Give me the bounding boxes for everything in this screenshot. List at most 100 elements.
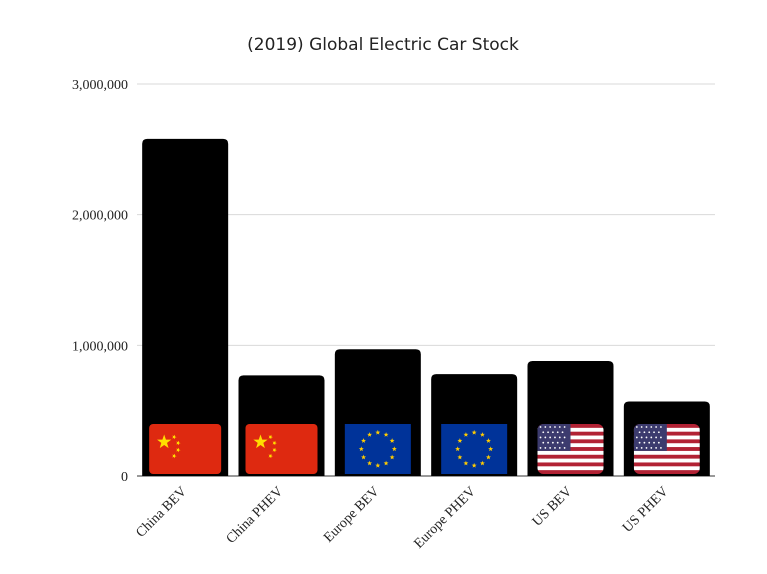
us-flag-star xyxy=(558,447,561,449)
us-flag-canton xyxy=(537,424,571,451)
us-flag-star xyxy=(563,436,566,439)
us-flag-star xyxy=(645,436,648,439)
us-flag-star xyxy=(657,431,660,434)
bar xyxy=(142,138,229,476)
eu-flag-star xyxy=(383,432,389,437)
us-flag-star xyxy=(551,441,554,444)
y-tick-label: 0 xyxy=(121,470,128,485)
us-flag-star xyxy=(635,426,638,428)
us-flag-star xyxy=(547,431,549,434)
us-flag-stripe xyxy=(633,458,700,463)
us-flag-star xyxy=(640,426,643,428)
us-flag-star xyxy=(563,447,566,449)
us-flag-star xyxy=(645,447,648,449)
x-tick-label: US PHEV xyxy=(620,484,672,536)
us-flag-star xyxy=(635,436,638,439)
y-tick-label: 3,000,000 xyxy=(72,78,128,93)
bar-group xyxy=(623,401,710,476)
us-flag-star xyxy=(542,431,545,434)
us-flag-star xyxy=(539,436,542,439)
china-flag-icon xyxy=(245,424,318,474)
bar-group xyxy=(527,361,614,476)
us-flag-star xyxy=(640,447,643,449)
us-flag-star xyxy=(655,436,658,439)
us-flag-star xyxy=(640,436,643,439)
china-flag-star xyxy=(253,434,268,449)
bars xyxy=(142,138,710,476)
us-flag-star xyxy=(648,431,651,434)
china-flag-icon xyxy=(149,424,222,474)
us-flag-star xyxy=(558,426,561,428)
china-flag-small-star xyxy=(272,447,277,453)
us-flag-star xyxy=(547,441,549,444)
china-flag-field xyxy=(149,424,222,474)
y-tick-label: 1,000,000 xyxy=(72,339,128,354)
us-flag-star xyxy=(635,447,638,449)
us-flag-star xyxy=(648,441,651,444)
eu-flag-star xyxy=(488,446,494,452)
china-flag-small-star xyxy=(172,453,177,459)
us-flag-star xyxy=(653,441,655,444)
us-flag-body xyxy=(537,424,604,474)
us-flag-star xyxy=(660,447,662,449)
us-flag-icon xyxy=(633,424,700,474)
eu-flag-star xyxy=(471,462,477,468)
x-axis-ticks: China BEV China PHEV Europe BEV Europe PHEV… xyxy=(133,484,671,552)
us-flag-star xyxy=(650,447,653,449)
china-flag-small-star xyxy=(176,447,181,453)
us-flag-star xyxy=(542,441,545,444)
y-axis-ticks: 0 1,000,000 2,000,000 3,000,000 xyxy=(72,78,128,485)
eu-flag-icon xyxy=(344,424,411,474)
bar-group xyxy=(334,349,421,476)
us-flag-stripe xyxy=(537,450,604,456)
eu-flag-star xyxy=(389,438,395,443)
x-tick-label: US BEV xyxy=(530,484,576,530)
us-flag-stripe xyxy=(537,462,604,467)
eu-flag-star xyxy=(375,462,381,468)
eu-flag-star xyxy=(479,460,485,466)
x-tick-label: China PHEV xyxy=(224,484,287,547)
us-flag-star xyxy=(539,426,542,428)
us-flag-star xyxy=(643,431,646,434)
us-flag-star xyxy=(554,447,556,449)
x-tick-label: Europe PHEV xyxy=(411,484,479,552)
us-flag-star xyxy=(549,447,552,449)
eu-flag-star xyxy=(479,432,485,437)
us-flag-stripe xyxy=(633,450,700,456)
us-flag-star xyxy=(544,447,547,449)
china-flag-small-star xyxy=(172,434,177,440)
eu-flag-star xyxy=(367,460,373,466)
us-flag-star xyxy=(549,426,552,428)
bar-group xyxy=(431,374,518,476)
eu-flag-star xyxy=(358,446,364,452)
us-flag-star xyxy=(660,426,662,428)
us-flag-stripe xyxy=(633,462,700,467)
us-flag-star xyxy=(655,426,658,428)
us-flag-stripe xyxy=(537,470,604,474)
eu-flag-icon xyxy=(441,424,508,474)
gridlines xyxy=(137,83,715,477)
eu-flag-star xyxy=(485,438,491,443)
eu-flag-star xyxy=(457,454,463,460)
us-flag-star xyxy=(544,426,547,428)
us-flag-star xyxy=(556,441,559,444)
us-flag-star xyxy=(653,431,655,434)
bar-group xyxy=(238,375,325,476)
us-flag-star xyxy=(645,426,648,428)
bar-group xyxy=(142,138,229,476)
china-flag-small-star xyxy=(268,434,273,440)
eu-flag-star xyxy=(383,460,389,466)
us-flag-stripe xyxy=(633,466,700,471)
us-flag-star xyxy=(561,431,564,434)
us-flag-star xyxy=(660,436,662,439)
us-flag-star xyxy=(657,441,660,444)
us-flag-stripe xyxy=(537,458,604,463)
us-flag-star xyxy=(554,426,556,428)
us-flag-stripe xyxy=(537,454,604,459)
chart-title: (2019) Global Electric Car Stock xyxy=(247,35,519,55)
us-flag-star xyxy=(650,426,653,428)
us-flag-star xyxy=(558,436,561,439)
eu-flag-star xyxy=(471,429,477,435)
x-tick-label: China BEV xyxy=(133,484,190,541)
china-flag-field xyxy=(245,424,318,474)
